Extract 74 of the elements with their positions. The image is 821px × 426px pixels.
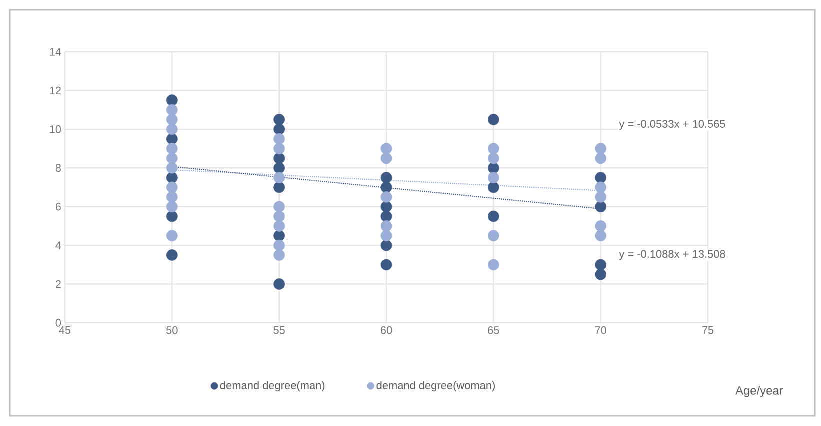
point — [488, 210, 500, 222]
point — [166, 94, 178, 106]
point — [166, 162, 178, 174]
y-tick-label: 2 — [56, 280, 61, 288]
point — [488, 230, 500, 242]
point — [488, 182, 500, 194]
point — [166, 182, 178, 194]
point — [274, 162, 286, 174]
x-tick-label: 55 — [274, 326, 285, 334]
point — [488, 143, 500, 154]
point — [380, 210, 392, 222]
point — [380, 172, 392, 184]
y-tick-label: 8 — [56, 164, 61, 172]
point — [166, 143, 178, 154]
point — [595, 220, 607, 232]
point — [380, 259, 392, 271]
annotation: y = -0.1088x + 13.508 — [619, 250, 726, 260]
point — [274, 124, 286, 136]
point — [595, 259, 607, 271]
point — [488, 114, 500, 126]
x-tick-label: 60 — [380, 326, 392, 334]
x-tick-label: 70 — [595, 326, 606, 334]
point — [274, 172, 286, 184]
point — [166, 250, 178, 261]
y-tick-label: 10 — [50, 126, 62, 134]
point — [380, 240, 392, 252]
point — [380, 192, 392, 203]
point — [274, 278, 286, 290]
point — [380, 143, 392, 154]
legend-label: demand degree(woman) — [376, 381, 495, 392]
point — [488, 259, 500, 271]
point — [380, 182, 392, 194]
point — [488, 152, 500, 164]
point — [274, 240, 286, 252]
point — [274, 220, 286, 232]
point — [380, 230, 392, 242]
point — [274, 182, 286, 194]
y-tick-label: 6 — [56, 202, 61, 211]
point — [595, 172, 607, 184]
point — [166, 152, 178, 164]
point — [274, 114, 286, 126]
point — [274, 210, 286, 222]
point — [274, 250, 286, 261]
point — [380, 152, 392, 164]
point — [166, 104, 178, 116]
x-tick-label: 50 — [166, 326, 178, 334]
point — [488, 172, 500, 184]
point — [595, 201, 607, 213]
x-tick-label: 45 — [59, 326, 71, 334]
x-tick-label: 75 — [702, 326, 714, 334]
y-tick-label: 14 — [50, 48, 62, 56]
legend-label: demand degree(man) — [220, 381, 325, 392]
annotation: y = -0.0533x + 10.565 — [619, 120, 726, 130]
point — [274, 201, 286, 213]
y-tick-label: 12 — [50, 86, 61, 95]
point — [166, 114, 178, 126]
point — [595, 268, 607, 280]
point — [595, 143, 607, 154]
point — [166, 192, 178, 203]
point — [380, 220, 392, 232]
point — [166, 124, 178, 136]
point — [274, 143, 286, 154]
point — [595, 182, 607, 194]
point — [595, 152, 607, 164]
x-tick-label: 65 — [488, 326, 500, 334]
point — [166, 210, 178, 222]
y-tick-label: 0 — [56, 319, 62, 327]
point — [166, 230, 178, 242]
point — [274, 133, 286, 145]
y-tick-label: 4 — [56, 242, 62, 250]
x-axis-title: Age/year — [736, 386, 784, 398]
point — [595, 192, 607, 203]
point — [595, 230, 607, 242]
point — [166, 201, 178, 213]
